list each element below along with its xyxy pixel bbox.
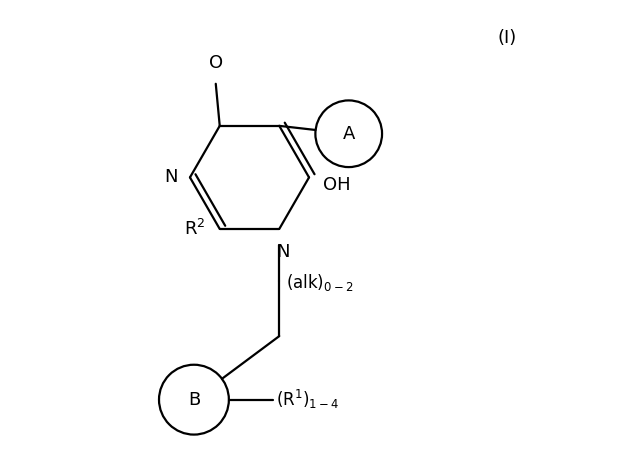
Text: R$^2$: R$^2$ (184, 219, 205, 239)
Text: N: N (165, 169, 178, 186)
Text: O: O (208, 54, 223, 72)
Text: N: N (277, 243, 290, 261)
Text: B: B (188, 391, 200, 409)
Text: (I): (I) (498, 29, 517, 48)
Text: (alk)$_{0-2}$: (alk)$_{0-2}$ (285, 272, 353, 293)
Text: (R$^1$)$_{1-4}$: (R$^1$)$_{1-4}$ (277, 388, 340, 411)
Text: OH: OH (323, 176, 351, 194)
Text: A: A (342, 125, 355, 143)
